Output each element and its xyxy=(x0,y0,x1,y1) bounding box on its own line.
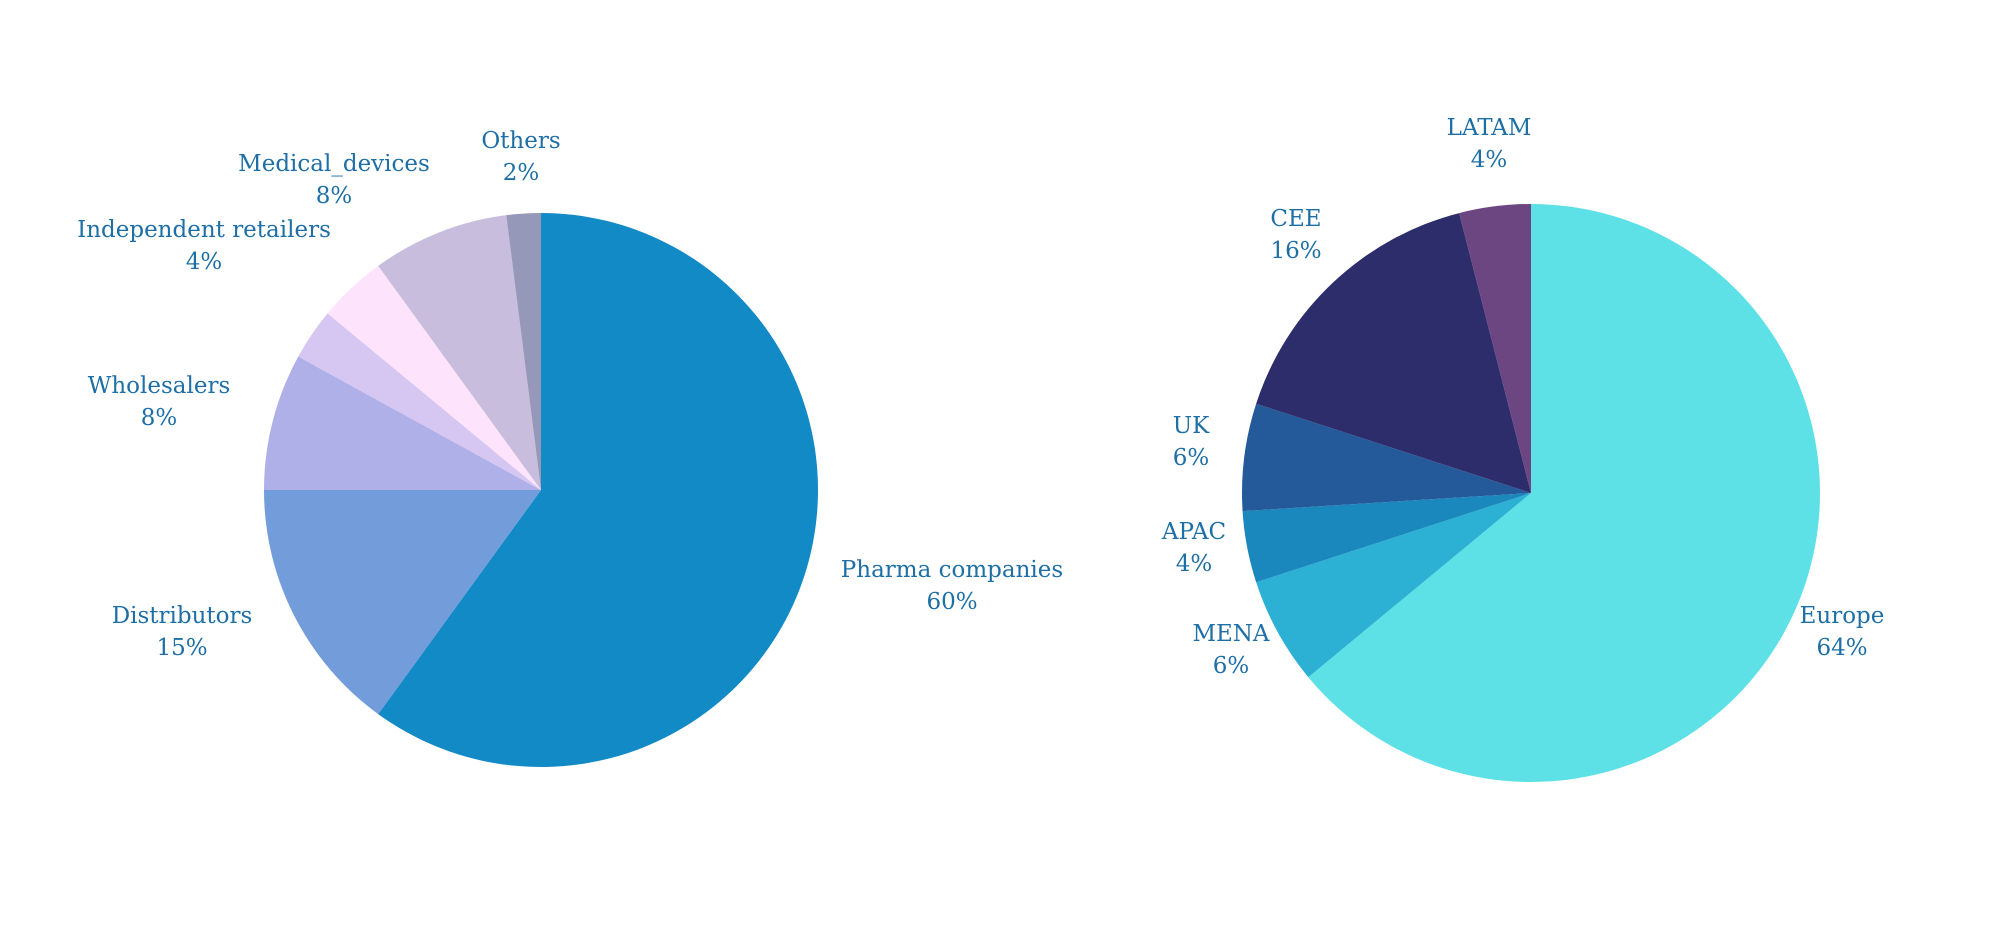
slice-label-uk: UK xyxy=(1173,413,1210,439)
slice-label-others: Others xyxy=(481,128,560,154)
slice-value-label-distributors: 15% xyxy=(156,635,207,661)
pie-slice-apac xyxy=(1242,493,1531,583)
slice-value-label-mena: 6% xyxy=(1213,653,1250,679)
pie-slice-latam xyxy=(1459,204,1531,493)
slice-label-mena: MENA xyxy=(1192,621,1269,647)
slice-label-independent-retailers: Independent retailers xyxy=(77,217,331,243)
slice-value-label-independent-retailers: 4% xyxy=(186,249,223,275)
pie-chart-channels: Pharma companies 60% Distributors 15% Wholes… xyxy=(77,128,1063,767)
slice-value-label-others: 2% xyxy=(503,160,540,186)
slice-value-label-apac: 4% xyxy=(1176,551,1213,577)
slice-value-label-uk: 6% xyxy=(1173,445,1210,471)
slice-value-label-latam: 4% xyxy=(1471,147,1508,173)
pie-slice-unlabeled-3 xyxy=(298,313,541,490)
pie-slice-wholesalers xyxy=(264,356,541,490)
slice-label-distributors: Distributors xyxy=(112,603,253,629)
pie-slice-others xyxy=(506,213,541,490)
pie-slice-medical-devices xyxy=(378,215,541,490)
slice-label-cee: CEE xyxy=(1270,206,1321,232)
slice-label-apac: APAC xyxy=(1161,519,1226,545)
slice-label-pharma-companies: Pharma companies xyxy=(841,557,1063,583)
slice-value-label-pharma-companies: 60% xyxy=(926,589,977,615)
slice-label-latam: LATAM xyxy=(1447,115,1532,141)
pie-slice-uk xyxy=(1242,403,1531,512)
pie-slice-independent-retailers xyxy=(327,265,541,490)
pie-slice-mena xyxy=(1256,493,1531,678)
slice-label-wholesalers: Wholesalers xyxy=(88,373,231,399)
slice-value-label-medical-devices: 8% xyxy=(316,183,353,209)
pie-slice-pharma-companies xyxy=(378,213,818,767)
pie-slice-europe xyxy=(1308,204,1820,782)
slice-value-label-europe: 64% xyxy=(1816,635,1867,661)
slice-value-label-cee: 16% xyxy=(1270,238,1321,264)
slice-value-label-wholesalers: 8% xyxy=(141,405,178,431)
pie-slice-distributors xyxy=(264,490,541,715)
slice-label-europe: Europe xyxy=(1800,603,1885,629)
pie-chart-regions: Europe 64% MENA 6% APAC 4% UK 6% CEE 16% LATAM 4% xyxy=(1161,115,1884,782)
slice-label-medical-devices: Medical_devices xyxy=(238,151,430,177)
pie-slice-cee xyxy=(1256,213,1531,493)
